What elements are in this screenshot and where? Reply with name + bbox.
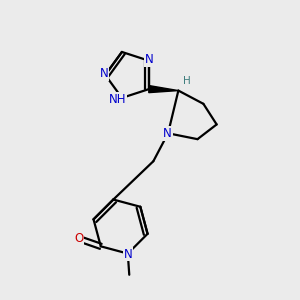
Polygon shape [149,85,178,93]
Text: N: N [163,127,172,140]
Text: N: N [145,53,153,66]
Text: N: N [99,67,108,80]
Text: N: N [123,248,132,261]
Text: O: O [74,232,84,245]
Text: H: H [183,76,191,86]
Text: NH: NH [109,93,126,106]
